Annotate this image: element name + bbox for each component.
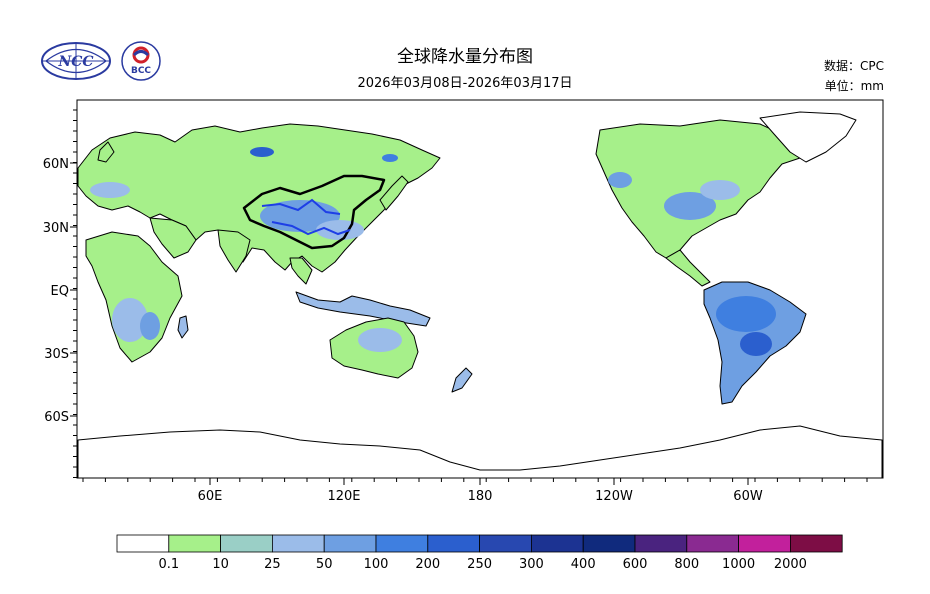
precip-patch — [664, 192, 716, 220]
colorbar-label: 2000 — [774, 557, 807, 572]
colorbar-segment — [686, 534, 739, 553]
date-range: 2026年03月08日-2026年03月17日 — [357, 76, 573, 91]
yellow-river — [261, 198, 341, 215]
colorbar-label: 200 — [415, 557, 440, 572]
colorbar-label: 50 — [316, 557, 333, 572]
data-source: 数据：CPC — [824, 59, 884, 73]
yangtze-river — [271, 221, 351, 236]
colorbar-segment — [582, 534, 636, 553]
colorbar-segment — [271, 534, 325, 553]
colorbar-label: 1000 — [722, 557, 755, 572]
y-tick-label: 60S — [44, 410, 69, 425]
colorbar-label: 600 — [623, 557, 648, 572]
colorbar-label: 250 — [467, 557, 492, 572]
precip-patch — [250, 147, 274, 157]
y-tick-label: 30N — [43, 221, 69, 236]
y-tick-label: EQ — [51, 284, 69, 299]
colorbar-label: 100 — [364, 557, 389, 572]
precip-patch — [358, 328, 402, 352]
precip-patch — [608, 172, 632, 188]
x-tick-label: 120W — [595, 489, 633, 504]
madagascar-landmass — [177, 315, 189, 339]
bcc-logo: BCC — [120, 40, 162, 82]
precip-patch — [700, 180, 740, 200]
colorbar-label: 10 — [212, 557, 229, 572]
seasia-landmass — [289, 257, 313, 285]
precip-patch — [716, 296, 776, 332]
x-axis-labels: 60E 120E 180 120W 60W — [198, 489, 763, 504]
northamerica-landmass — [595, 119, 801, 259]
colorbar-segment — [220, 534, 273, 553]
precip-patch — [140, 312, 160, 340]
svg-text:BCC: BCC — [131, 66, 151, 76]
colorbar — [116, 534, 843, 553]
japan-landmass — [379, 175, 409, 211]
greenland-landmass — [759, 111, 857, 163]
x-tick-label: 120E — [327, 489, 360, 504]
precip-patch — [112, 298, 148, 342]
colorbar-label: 25 — [264, 557, 281, 572]
colorbar-segment — [531, 534, 584, 553]
colorbar-label: 400 — [571, 557, 596, 572]
unit-label: 单位：mm — [824, 79, 884, 93]
colorbar-segment — [479, 534, 532, 553]
china-border — [242, 174, 386, 250]
ncc-logo: NCC — [40, 40, 112, 82]
colorbar-segment — [634, 534, 688, 553]
colorbar-segment — [168, 534, 222, 553]
india-landmass — [217, 229, 251, 273]
colorbar-segment — [790, 534, 843, 553]
colorbar-segment — [427, 534, 480, 553]
indonesia-landmass — [295, 291, 431, 327]
y-axis-labels: 60N 30N EQ 30S 60S — [43, 157, 69, 425]
axis-ticks — [70, 109, 868, 485]
x-tick-label: 180 — [468, 489, 493, 504]
colorbar-label: 800 — [674, 557, 699, 572]
colorbar-label: 0.1 — [158, 557, 179, 572]
precip-patch — [90, 182, 130, 198]
map-title: 全球降水量分布图 — [397, 47, 533, 67]
svg-text:NCC: NCC — [57, 54, 93, 70]
colorbar-segment — [323, 534, 377, 553]
uk-landmass — [97, 141, 115, 163]
colorbar-segment — [116, 534, 170, 553]
colorbar-label: 300 — [519, 557, 544, 572]
antarctica-landmass — [77, 425, 883, 479]
colorbar-segment — [375, 534, 429, 553]
x-tick-label: 60W — [733, 489, 763, 504]
x-tick-label: 60E — [198, 489, 223, 504]
colorbar-labels: 0.1 10 25 50 100 200 250 300 400 600 800 1000 2000 — [158, 557, 806, 572]
precip-patch — [740, 332, 772, 356]
newzealand-landmass — [451, 367, 473, 393]
colorbar-segment — [738, 534, 791, 553]
precip-patch — [382, 154, 398, 162]
y-tick-label: 60N — [43, 157, 69, 172]
arabia-landmass — [149, 217, 197, 259]
precip-patch — [316, 220, 364, 240]
centralamerica-landmass — [665, 249, 711, 287]
y-tick-label: 30S — [44, 347, 69, 362]
